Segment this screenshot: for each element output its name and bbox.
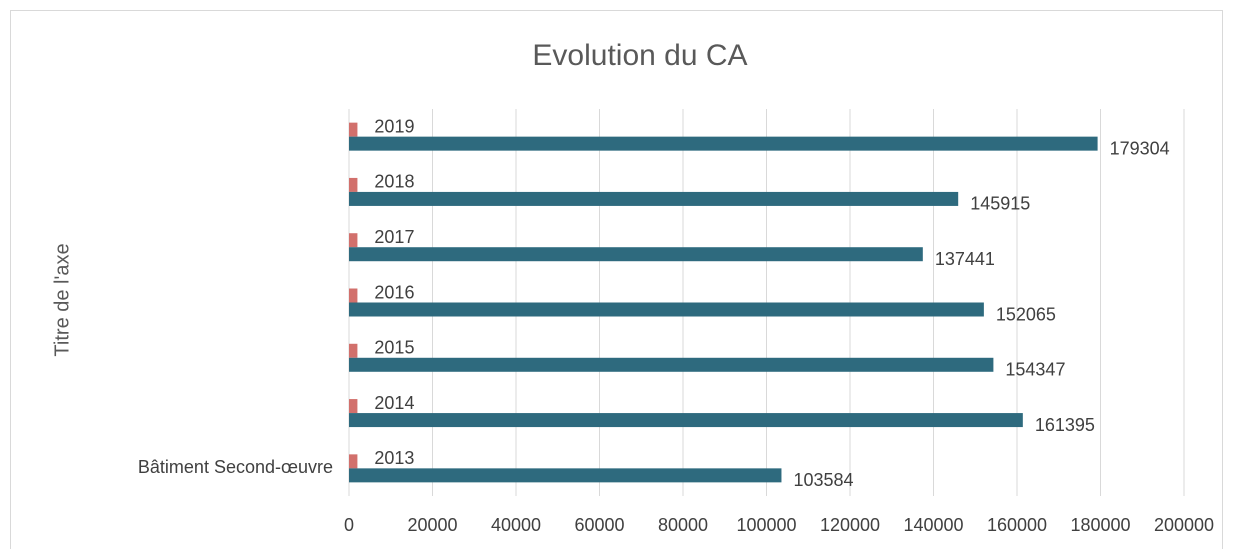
x-tick-label: 120000 <box>820 515 880 535</box>
data-label: 2013 <box>374 448 414 468</box>
x-tick-label: 80000 <box>658 515 708 535</box>
data-label: 2016 <box>374 282 414 302</box>
bar <box>349 177 358 192</box>
y-tick-label: Bâtiment Second-œuvre <box>138 457 333 477</box>
bar <box>349 468 782 483</box>
data-label: 145915 <box>970 194 1030 214</box>
data-label: 2018 <box>374 172 414 192</box>
x-tick-label: 0 <box>344 515 354 535</box>
x-tick-label: 200000 <box>1154 515 1214 535</box>
x-tick-label: 160000 <box>987 515 1047 535</box>
bar <box>349 191 959 206</box>
bar <box>349 233 358 248</box>
data-label: 179304 <box>1110 138 1170 158</box>
data-label: 137441 <box>935 249 995 269</box>
x-tick-label: 140000 <box>903 515 963 535</box>
data-label: 2015 <box>374 338 414 358</box>
bar <box>349 247 923 262</box>
x-tick-label: 40000 <box>491 515 541 535</box>
x-tick-label: 60000 <box>574 515 624 535</box>
data-label: 154347 <box>1005 360 1065 380</box>
data-label: 161395 <box>1035 415 1095 435</box>
bar <box>349 122 358 137</box>
bar <box>349 399 358 414</box>
bar <box>349 357 994 372</box>
chart-border <box>10 10 1223 549</box>
chart-title: Evolution du CA <box>532 39 747 72</box>
bar <box>349 454 358 469</box>
data-label: 152065 <box>996 304 1056 324</box>
data-label: 2019 <box>374 116 414 136</box>
data-label: 2017 <box>374 227 414 247</box>
x-tick-label: 100000 <box>736 515 796 535</box>
bar <box>349 136 1098 151</box>
bar <box>349 413 1023 428</box>
data-label: 103584 <box>793 470 853 490</box>
x-tick-label: 20000 <box>407 515 457 535</box>
bar <box>349 302 984 317</box>
bar <box>349 288 358 303</box>
x-tick-label: 180000 <box>1070 515 1130 535</box>
bar <box>349 343 358 358</box>
data-label: 2014 <box>374 393 414 413</box>
axis-title: Titre de l'axe <box>51 243 73 356</box>
